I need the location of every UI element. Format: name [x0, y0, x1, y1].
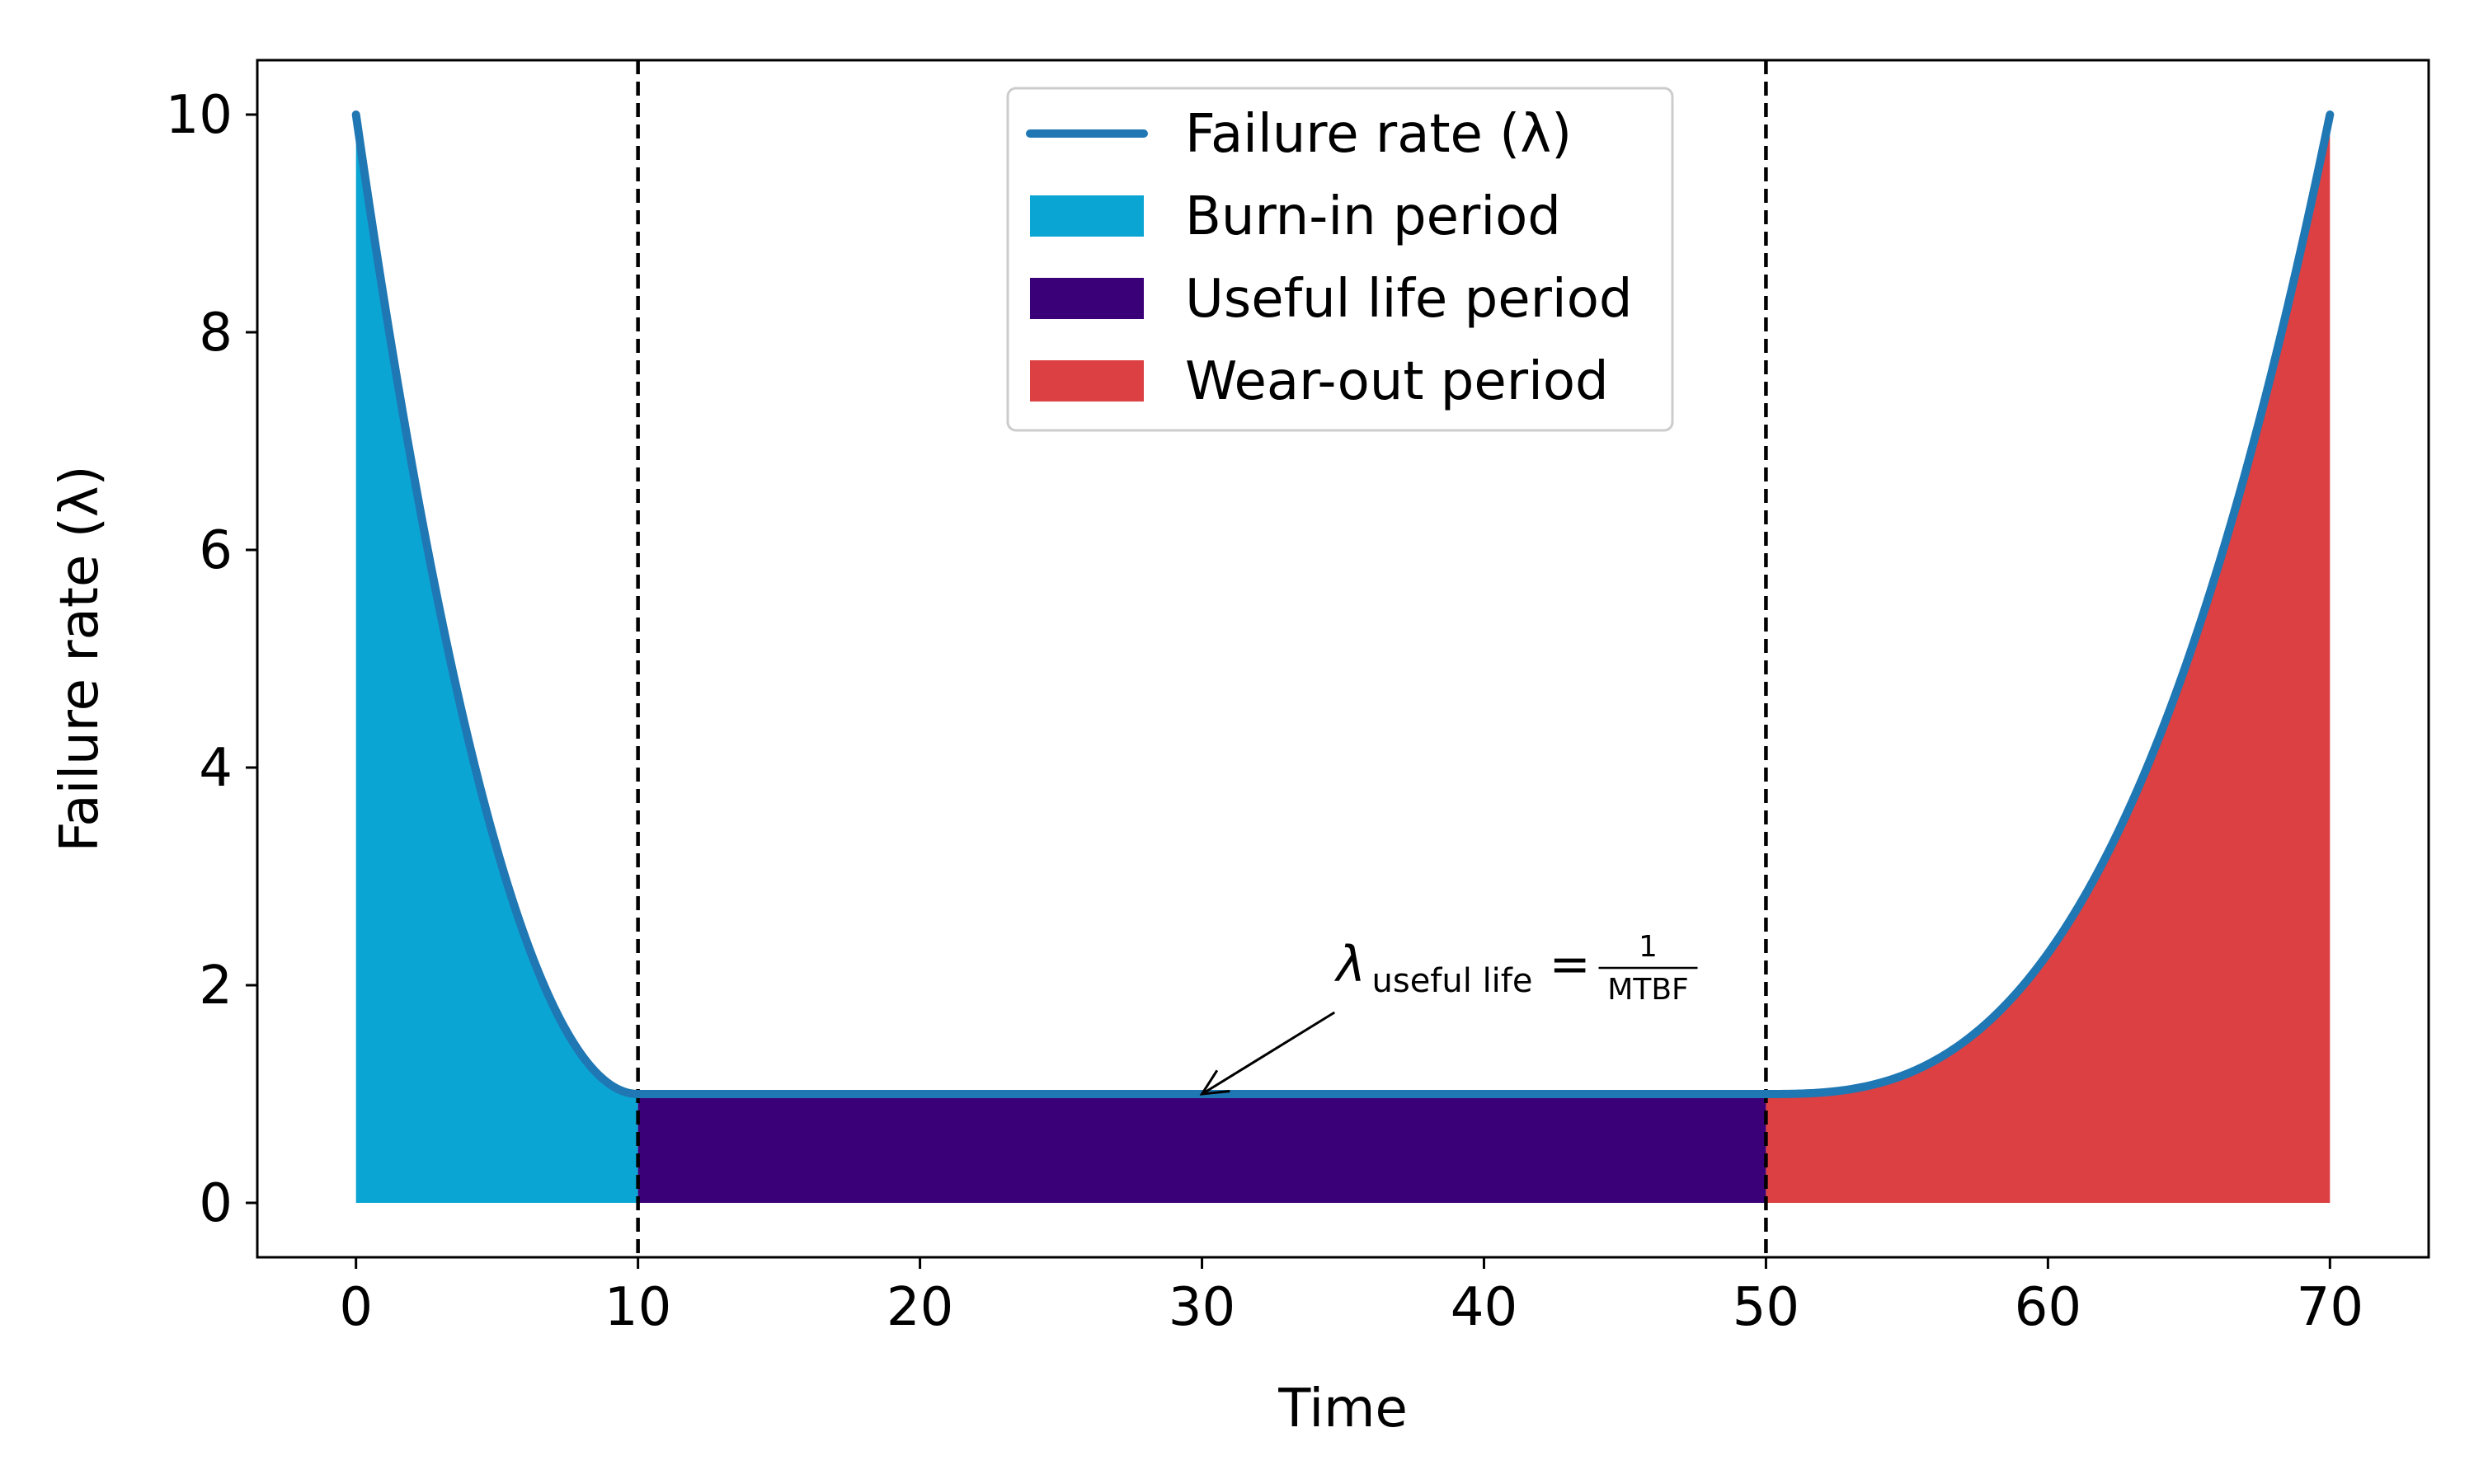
x-tick-label: 40 — [1451, 1277, 1517, 1338]
x-tick-label: 10 — [604, 1277, 671, 1338]
annotation-arrow-shaft — [1201, 1011, 1336, 1096]
y-axis-label: Failure rate (λ) — [49, 465, 111, 852]
y-tick-label: 10 — [166, 85, 233, 146]
x-tick-label: 20 — [887, 1277, 953, 1338]
x-tick-label: 50 — [1733, 1277, 1799, 1338]
fills-layer — [355, 115, 2331, 1203]
legend-label: Failure rate (λ) — [1185, 104, 1572, 165]
x-tick-label: 60 — [2015, 1277, 2081, 1338]
annotation-denominator: MTBF — [1607, 973, 1688, 1007]
legend-box — [1006, 87, 1674, 432]
x-tick-label: 70 — [2297, 1277, 2363, 1338]
legend-swatch-2 — [1030, 278, 1144, 319]
vlines-layer — [636, 60, 1768, 1257]
useful-life-annotation: λ useful life = 1 MTBF — [1199, 930, 1698, 1096]
legend: Failure rate (λ) Burn-in period Useful lif… — [1006, 87, 1674, 432]
legend-label: Wear-out period — [1185, 351, 1609, 412]
x-tick-label: 0 — [339, 1277, 373, 1338]
x-axis-label: Time — [1277, 1378, 1408, 1439]
axes-layer: 0 10 20 30 40 50 60 70 0 2 4 6 8 10 — [166, 85, 2363, 1338]
legend-swatch-1 — [1030, 195, 1144, 237]
plot-frame — [256, 59, 2430, 1259]
fill-region-2 — [637, 1094, 1766, 1203]
annotation-numerator: 1 — [1639, 930, 1658, 964]
y-tick-label: 0 — [199, 1173, 233, 1234]
failure-rate-line — [351, 110, 2335, 1098]
line-layer — [351, 110, 2335, 1098]
fill-region-1 — [355, 115, 638, 1203]
fill-region-3 — [1766, 115, 2331, 1203]
y-tick-label: 8 — [199, 303, 233, 364]
y-tick-label: 6 — [199, 520, 233, 581]
y-tick-label: 2 — [199, 956, 233, 1017]
annotation-equals: = — [1550, 936, 1591, 993]
legend-label: Burn-in period — [1185, 186, 1561, 247]
annotation-lambda: λ — [1334, 936, 1366, 993]
annotation-subscript: useful life — [1372, 962, 1533, 1000]
legend-swatch-3 — [1030, 360, 1144, 402]
x-tick-label: 30 — [1169, 1277, 1235, 1338]
annotation-arrow-head — [1199, 1069, 1230, 1096]
y-tick-label: 4 — [199, 738, 233, 799]
legend-label: Useful life period — [1185, 269, 1632, 330]
